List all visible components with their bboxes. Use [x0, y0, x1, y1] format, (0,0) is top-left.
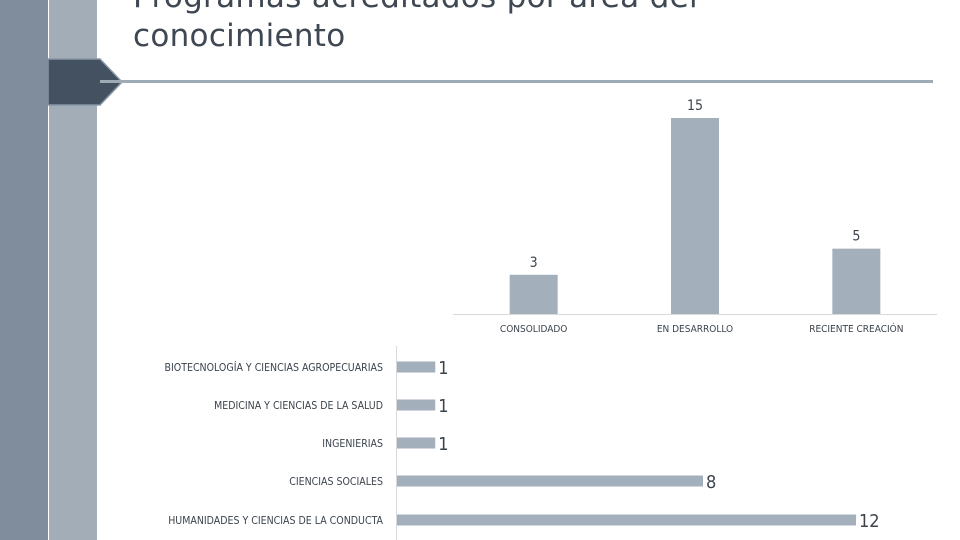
vertical-bar-data-label: 3 [530, 255, 538, 271]
vertical-bar-data-label: 5 [852, 229, 860, 245]
horizontal-bar [397, 361, 436, 373]
horizontal-bar-chart: 1 BIOTECNOLOGÍA Y CIENCIAS AGROPECUARIAS 1… [165, 346, 880, 540]
horizontal-category-label: INGENIERIAS [322, 438, 383, 450]
vertical-bar [509, 274, 558, 314]
slide-title: Programas acreditados por área del conoc… [133, 0, 698, 54]
vertical-category-label: CONSOLIDADO [500, 324, 567, 335]
horizontal-bar-data-label: 12 [859, 511, 880, 532]
title-rule [100, 80, 933, 83]
horizontal-category-label: BIOTECNOLOGÍA Y CIENCIAS AGROPECUARIAS [165, 361, 383, 374]
vertical-bar [671, 118, 719, 314]
vertical-category-label: EN DESARROLLO [657, 324, 733, 335]
horizontal-bar-data-label: 8 [706, 472, 716, 493]
horizontal-bar [397, 514, 856, 526]
horizontal-bar-data-label: 1 [438, 358, 448, 379]
horizontal-category-label: HUMANIDADES Y CIENCIAS DE LA CONDUCTA [168, 515, 383, 527]
vertical-bar-data-label: 15 [687, 98, 703, 114]
horizontal-category-label: MEDICINA Y CIENCIAS DE LA SALUD [214, 400, 383, 412]
vertical-bar [832, 248, 881, 314]
vertical-category-label: RECIENTE CREACIÓN [809, 322, 903, 335]
vertical-bar-chart: 3 CONSOLIDADO 15 EN DESARROLLO 5 RECIENTE CRE… [453, 98, 937, 335]
horizontal-bar-data-label: 1 [438, 434, 448, 455]
arrow-tab-icon [48, 58, 124, 106]
left-decor-strip-dark [0, 0, 48, 540]
horizontal-bar [397, 399, 436, 411]
horizontal-bar-data-label: 1 [438, 396, 448, 417]
horizontal-bar [397, 437, 436, 449]
horizontal-bar [397, 475, 703, 487]
horizontal-category-label: CIENCIAS SOCIALES [289, 476, 383, 488]
